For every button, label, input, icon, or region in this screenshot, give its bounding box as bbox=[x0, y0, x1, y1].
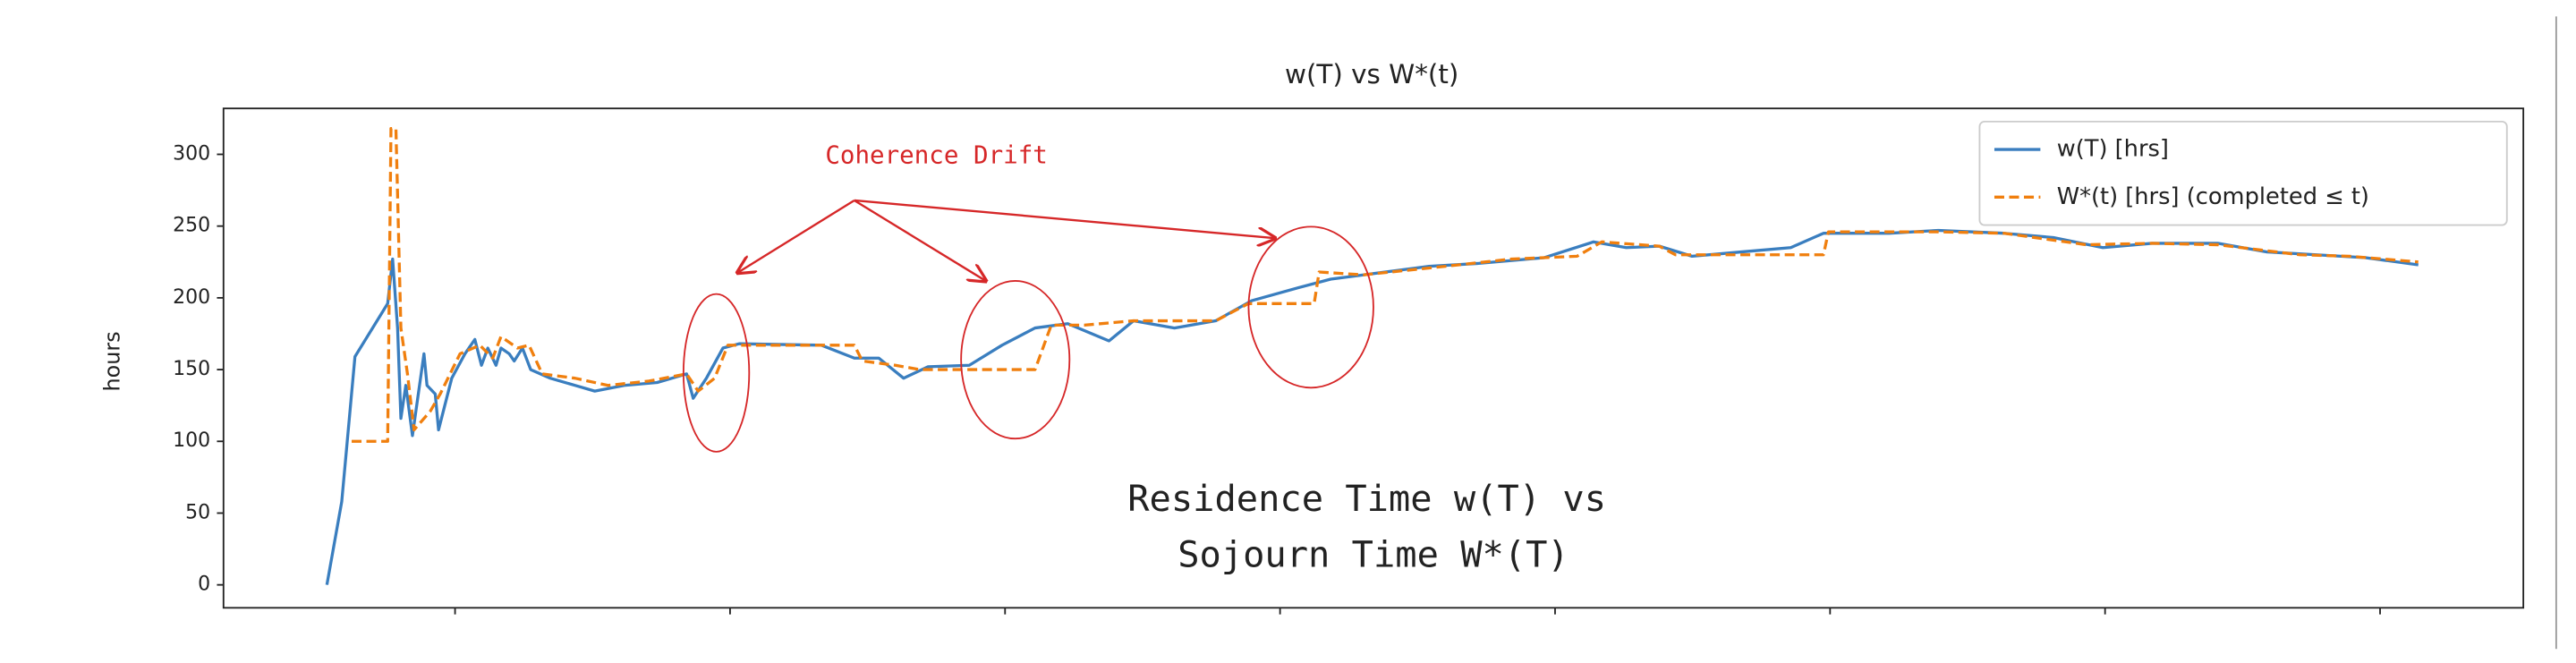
legend-box bbox=[1978, 120, 2508, 226]
series-line bbox=[352, 126, 2419, 443]
y-tick-label: 300 bbox=[173, 142, 210, 165]
highlight-ellipse bbox=[960, 280, 1071, 440]
arrow bbox=[854, 199, 1275, 238]
y-axis-label: hours bbox=[99, 331, 124, 391]
y-tick-label: 200 bbox=[173, 286, 210, 309]
legend-label: w(T) [hrs] bbox=[2057, 136, 2169, 163]
plot-area: 0 50 100 150 200 250 300 w(T) [hrs] W*(t) [hrs] … bbox=[173, 107, 2525, 615]
annotation: Residence Time w(T) vs bbox=[1127, 478, 1606, 520]
annotations: Coherence Drift Residence Time w(T) vs S… bbox=[682, 140, 1606, 575]
highlight-ellipse bbox=[1247, 225, 1374, 389]
y-tick-label: 250 bbox=[173, 215, 210, 237]
annotation: Coherence Drift bbox=[825, 140, 1047, 169]
y-tick-label: 150 bbox=[173, 358, 210, 380]
plot-frame bbox=[222, 107, 2525, 609]
y-tick-label: 100 bbox=[173, 429, 210, 452]
arrow bbox=[854, 199, 986, 281]
highlight-ellipse bbox=[682, 293, 751, 453]
legend-label: W*(t) [hrs] (completed ≤ t) bbox=[2057, 183, 2369, 210]
legend: w(T) [hrs] W*(t) [hrs] (completed ≤ t) bbox=[1978, 120, 2508, 226]
series-line bbox=[325, 228, 2419, 585]
y-tick-label: 0 bbox=[198, 574, 210, 596]
annotation: Sojourn Time W*(T) bbox=[1177, 533, 1569, 575]
chart-title: w(T) vs W*(t) bbox=[1285, 59, 1458, 89]
arrow bbox=[737, 199, 855, 273]
y-tick-label: 50 bbox=[185, 501, 210, 523]
